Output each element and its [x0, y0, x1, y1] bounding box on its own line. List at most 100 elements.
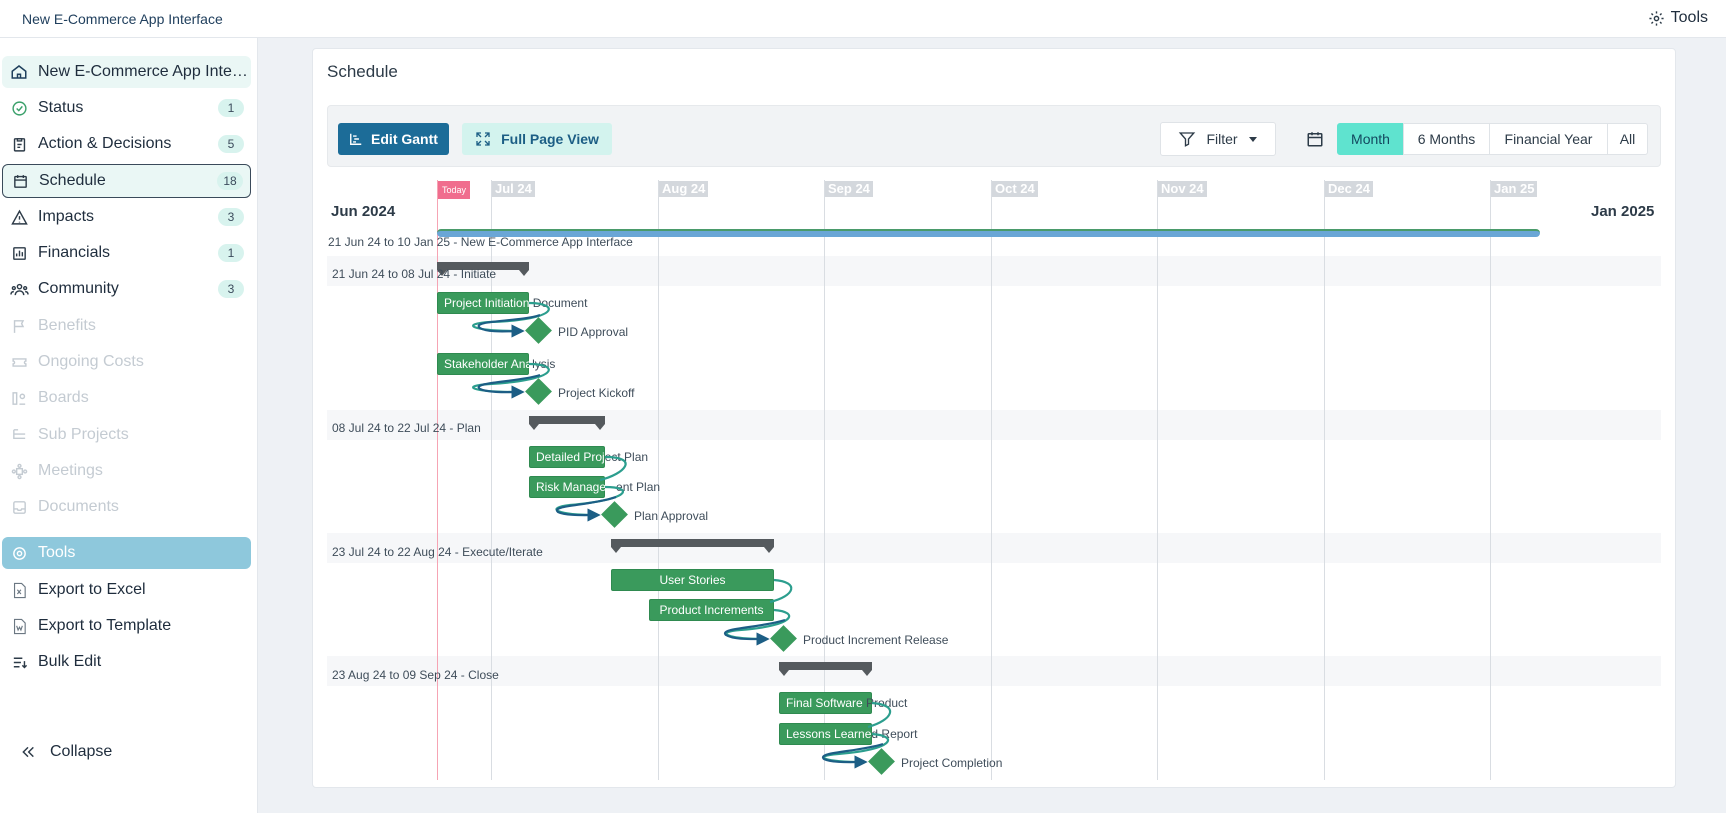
task-bar[interactable]: User Stories — [611, 569, 774, 591]
task-label: User Stories — [659, 573, 726, 587]
task-bar[interactable]: Project Initiation Document — [437, 292, 587, 314]
expand-icon — [476, 132, 490, 146]
sidebar-item-meetings[interactable]: Meetings — [2, 455, 251, 487]
milestone-label: Plan Approval — [634, 509, 709, 523]
tools-menu-button[interactable]: Tools — [1648, 9, 1708, 27]
month-gridline — [824, 180, 825, 780]
phase-summary-bar[interactable] — [611, 539, 774, 553]
project-bar[interactable] — [437, 229, 1540, 237]
sidebar-item-label: Export to Excel — [38, 581, 146, 598]
task-bar[interactable]: Risk Management Plan — [529, 476, 660, 498]
month-label: Aug 24 — [659, 181, 709, 197]
export-template-button[interactable]: Export to Template — [2, 610, 251, 642]
sidebar-item-home[interactable]: New E-Commerce App Interface — [2, 56, 251, 88]
project-row-label: 21 Jun 24 to 10 Jan 25 - New E-Commerce … — [328, 235, 633, 249]
task-label: Stakeholder Ana — [444, 357, 533, 371]
sidebar-item-ongoing-costs[interactable]: Ongoing Costs — [2, 346, 251, 378]
sidebar-item-community[interactable]: Community 3 — [2, 273, 251, 305]
count-badge: 1 — [218, 244, 244, 262]
phase-summary-bar[interactable] — [437, 262, 529, 276]
collapse-label: Collapse — [50, 743, 113, 760]
sidebar-item-label: Export to Template — [38, 617, 172, 634]
sidebar-item-actions[interactable]: Action & Decisions 5 — [2, 128, 251, 160]
month-label: Sep 24 — [825, 181, 873, 197]
milestone-label: Project Completion — [901, 756, 1003, 770]
sidebar-item-label: Meetings — [38, 462, 103, 479]
warning-icon — [9, 207, 29, 227]
range-month-button[interactable]: Month — [1337, 123, 1404, 155]
double-chevron-left-icon — [22, 746, 34, 758]
timeline-start-label: Jun 2024 — [331, 203, 396, 220]
word-icon — [9, 616, 29, 636]
full-page-view-label: Full Page View — [501, 131, 599, 147]
full-page-view-button[interactable]: Full Page View — [462, 123, 612, 155]
export-excel-button[interactable]: Export to Excel — [2, 574, 251, 606]
sidebar-item-financials[interactable]: Financials 1 — [2, 237, 251, 269]
count-badge: 3 — [218, 208, 244, 226]
ticket-icon — [9, 352, 29, 372]
sidebar-item-sub-projects[interactable]: Sub Projects — [2, 419, 251, 451]
count-badge: 3 — [218, 280, 244, 298]
calendar-icon — [10, 171, 30, 191]
sidebar-item-label: Impacts — [38, 208, 95, 225]
phase-summary-bar[interactable] — [529, 416, 605, 430]
sidebar-item-tools[interactable]: Tools — [2, 537, 251, 569]
phase-label: 23 Aug 24 to 09 Sep 24 - Close — [332, 668, 499, 682]
task-label-overflow: Product — [862, 696, 908, 710]
gear-icon — [9, 543, 29, 563]
sidebar-item-status[interactable]: Status 1 — [2, 92, 251, 124]
month-gridline — [1324, 180, 1325, 780]
phase-summary-bar[interactable] — [779, 662, 872, 676]
filter-dropdown[interactable]: Filter — [1160, 122, 1276, 156]
sidebar-item-schedule[interactable]: Schedule 18 — [2, 164, 251, 198]
sidebar-item-benefits[interactable]: Benefits — [2, 310, 251, 342]
month-gridline — [491, 180, 492, 780]
task-label-overflow: ect Plan — [604, 450, 649, 464]
edit-gantt-button[interactable]: Edit Gantt — [338, 123, 449, 155]
month-label: Jan 25 — [1491, 181, 1538, 197]
task-bar[interactable]: Stakeholder Analysis — [437, 353, 555, 375]
milestone-label: PID Approval — [558, 325, 629, 339]
page-title: Schedule — [327, 62, 398, 81]
task-label: Project Initiation — [444, 296, 530, 310]
task-label: Product Increments — [659, 603, 764, 617]
collapse-sidebar-button[interactable]: Collapse — [20, 743, 112, 761]
range-all-button[interactable]: All — [1607, 123, 1648, 155]
task-label-overflow: ent Plan — [616, 480, 661, 494]
check-circle-icon — [9, 98, 29, 118]
sidebar-item-label: New E-Commerce App Interface — [38, 63, 251, 80]
phase-label: 08 Jul 24 to 22 Jul 24 - Plan — [332, 421, 481, 435]
phase-row — [327, 656, 1661, 686]
count-badge: 18 — [217, 172, 243, 190]
chart-icon — [9, 243, 29, 263]
count-badge: 5 — [218, 135, 244, 153]
calendar-icon — [1307, 132, 1323, 147]
task-bar[interactable]: Detailed Project Plan — [529, 446, 648, 468]
task-label-overflow: Document — [529, 296, 588, 310]
bulk-edit-button[interactable]: Bulk Edit — [2, 646, 251, 678]
sidebar-item-boards[interactable]: Boards — [2, 382, 251, 414]
edit-gantt-label: Edit Gantt — [371, 131, 438, 147]
bulk-edit-icon — [9, 652, 29, 672]
filter-icon — [1179, 132, 1196, 147]
month-gridline — [658, 180, 659, 780]
sidebar-item-label: Ongoing Costs — [38, 353, 144, 370]
sidebar-item-label: Bulk Edit — [38, 653, 102, 670]
month-label: Jul 24 — [492, 181, 535, 197]
task-label: Final Software — [786, 696, 863, 710]
meetings-icon — [9, 461, 29, 481]
caret-down-icon — [1248, 137, 1257, 142]
sidebar-item-impacts[interactable]: Impacts 3 — [2, 201, 251, 233]
phase-label: 21 Jun 24 to 08 Jul 24 - Initiate — [332, 267, 497, 281]
task-label: Risk Managem — [536, 480, 617, 494]
boards-icon — [9, 388, 29, 408]
sidebar-item-documents[interactable]: Documents — [2, 491, 251, 523]
count-badge: 1 — [218, 99, 244, 117]
task-bar[interactable]: Product Increments — [649, 599, 774, 621]
task-bar[interactable]: Lessons Learned Report — [779, 723, 917, 745]
gear-icon — [1649, 10, 1664, 26]
sidebar-item-label: Benefits — [38, 317, 96, 334]
task-bar[interactable]: Final Software Product — [779, 692, 907, 714]
range-financial-year-button[interactable]: Financial Year — [1489, 123, 1608, 155]
range-6-months-button[interactable]: 6 Months — [1403, 123, 1490, 155]
